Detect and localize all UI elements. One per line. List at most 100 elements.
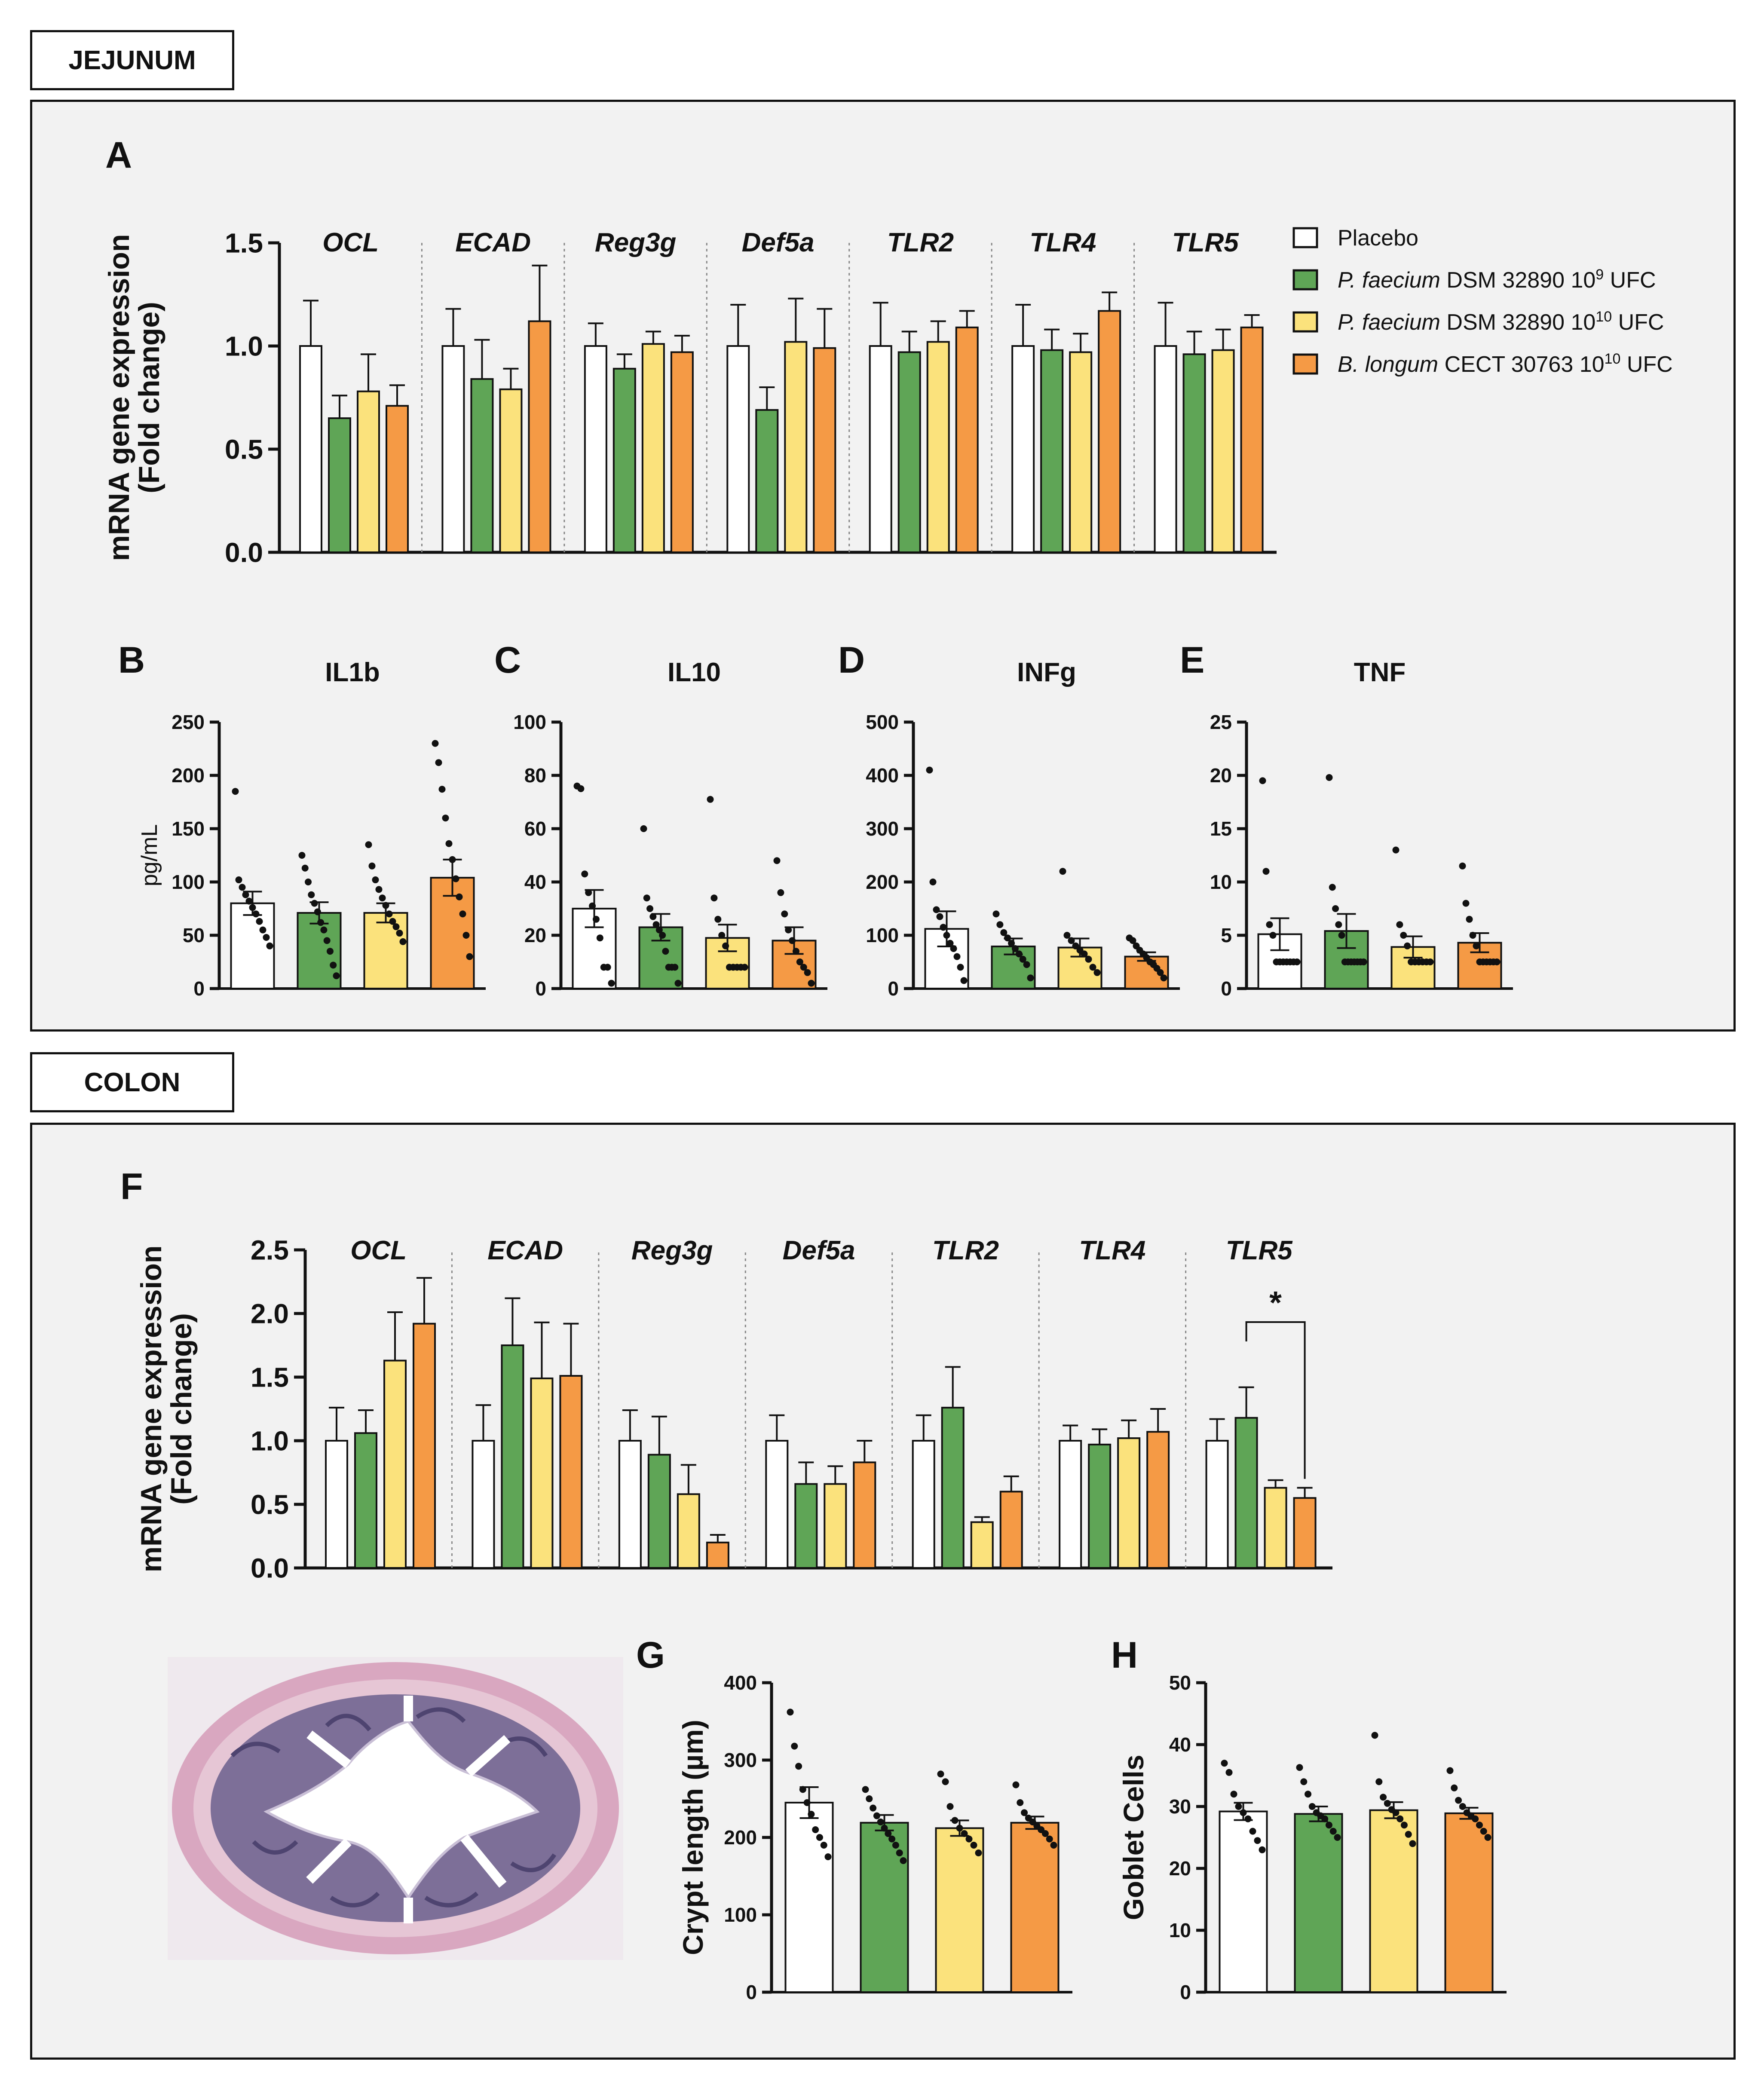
bar <box>794 1483 818 1569</box>
data-point <box>1249 1828 1256 1835</box>
data-point <box>1371 1732 1378 1739</box>
legend-label-part: Placebo <box>1338 226 1418 251</box>
data-point <box>808 980 815 987</box>
y-tick-label: 0.5 <box>251 1489 289 1520</box>
y-axis-label: Goblet Cells <box>1118 1754 1149 1920</box>
data-point <box>389 918 396 925</box>
data-point <box>1451 1784 1458 1791</box>
category-label: ECAD <box>487 1236 563 1265</box>
y-tick-label: 100 <box>172 871 205 893</box>
data-point <box>877 1819 884 1825</box>
data-point <box>589 902 596 909</box>
y-tick-label: 1.5 <box>225 227 263 258</box>
data-point <box>796 958 803 965</box>
chart-panel-G: G Crypt length (µm) 0 100 200 300 400 <box>636 1635 1072 2003</box>
bar <box>824 1483 847 1569</box>
data-point <box>888 1835 896 1843</box>
data-point <box>873 1812 880 1819</box>
legend-label: P. faecium DSM 32890 1010 UFC <box>1338 309 1664 335</box>
bar <box>970 1521 994 1569</box>
data-point <box>1462 900 1470 907</box>
data-point <box>812 1826 819 1833</box>
colon-histology-image <box>168 1657 623 1960</box>
data-point <box>937 1770 944 1778</box>
data-point <box>1335 921 1342 928</box>
data-point <box>1041 1830 1049 1837</box>
data-point <box>1063 932 1071 939</box>
data-point <box>333 972 340 980</box>
data-point <box>1089 964 1096 971</box>
chart-panel-C: C IL10 0 20 40 60 80 100 <box>494 640 827 1000</box>
data-point <box>1392 1809 1400 1816</box>
bar <box>472 1440 495 1569</box>
data-point <box>1380 1794 1387 1801</box>
bar <box>999 1491 1023 1569</box>
chart-panel-B: B IL1b pg/mL 0 50 100 150 200 250 <box>118 640 486 1000</box>
data-point <box>929 879 937 885</box>
data-point <box>1012 1781 1020 1788</box>
data-point <box>245 897 253 905</box>
y-axis-label: Crypt length (µm) <box>677 1720 709 1955</box>
section-label-jejunum: JEJUNUM <box>30 30 234 90</box>
y-tick-label: 100 <box>866 924 899 946</box>
data-point <box>1085 955 1092 963</box>
bar <box>383 1359 407 1569</box>
bar <box>1234 1417 1258 1569</box>
data-point <box>1230 1791 1237 1798</box>
legend-swatch <box>1292 269 1318 291</box>
data-point <box>379 894 386 902</box>
data-point <box>1455 1797 1462 1804</box>
data-point <box>896 1849 903 1856</box>
category-label: Def5a <box>783 1236 855 1265</box>
data-point <box>950 945 957 952</box>
data-point <box>1254 1837 1261 1844</box>
bar <box>386 405 409 553</box>
data-point <box>1004 934 1011 942</box>
bar <box>499 388 523 553</box>
data-point <box>1493 958 1501 965</box>
data-point <box>803 1799 811 1806</box>
panel-letter: C <box>494 640 521 681</box>
data-point <box>1259 1846 1266 1853</box>
data-point <box>581 870 588 878</box>
data-point <box>640 825 647 832</box>
bar <box>354 1432 377 1569</box>
data-point <box>992 910 1000 918</box>
data-point <box>445 840 453 847</box>
data-point <box>804 969 811 976</box>
bar <box>955 326 979 553</box>
y-axis-label-2: (Fold change) <box>133 302 165 493</box>
bar <box>897 351 921 554</box>
bar <box>860 1822 909 1993</box>
jejunum-panel <box>30 100 1736 1032</box>
bar <box>784 1802 834 1993</box>
y-axis-label: mRNA gene expression <box>103 234 135 561</box>
y-tick-label: 500 <box>866 711 899 733</box>
data-point <box>308 891 315 898</box>
data-point <box>382 902 389 909</box>
data-point <box>1157 969 1164 976</box>
data-point <box>249 904 256 911</box>
data-point <box>953 953 961 960</box>
data-point <box>452 875 459 882</box>
data-point <box>787 1708 794 1716</box>
bar <box>1146 1431 1170 1569</box>
data-point <box>1225 1769 1233 1776</box>
legend-label-part: DSM 32890 10 <box>1440 268 1596 293</box>
data-point <box>372 876 379 884</box>
y-axis-label: mRNA gene expression <box>135 1246 168 1573</box>
data-point <box>940 924 947 931</box>
category-label: TLR5 <box>1226 1236 1293 1265</box>
data-point <box>314 908 321 915</box>
bar <box>612 367 636 553</box>
data-point <box>777 889 784 896</box>
y-tick-label: 0 <box>193 977 205 1000</box>
colon-lumen-branches <box>306 1696 511 1923</box>
data-point <box>396 930 403 937</box>
data-point <box>266 942 273 949</box>
data-point <box>1476 1822 1483 1829</box>
data-point <box>1392 846 1400 854</box>
category-label: Reg3g <box>595 228 676 257</box>
bar <box>755 409 779 553</box>
